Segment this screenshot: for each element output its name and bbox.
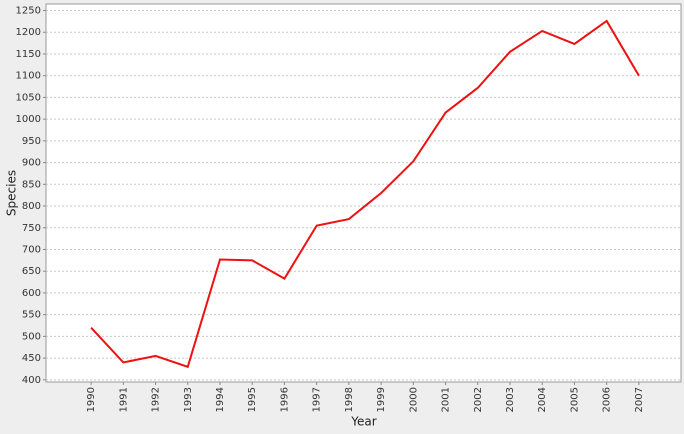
- x-tick-label: 1997: [312, 387, 323, 412]
- x-tick-label: 2000: [408, 387, 419, 412]
- y-tick-label: 600: [22, 288, 41, 299]
- y-tick-label: 1200: [16, 27, 41, 38]
- x-tick-label: 2001: [441, 387, 452, 412]
- x-tick-label: 2003: [505, 387, 516, 412]
- y-tick-label: 450: [22, 353, 41, 364]
- y-axis-title: Species: [5, 170, 19, 216]
- x-tick-label: 1998: [344, 387, 355, 412]
- x-tick-label: 2002: [473, 387, 484, 412]
- x-tick-label: 1992: [151, 387, 162, 412]
- x-tick-label: 1995: [247, 387, 258, 412]
- y-tick-label: 650: [22, 266, 41, 277]
- y-tick-label: 800: [22, 201, 41, 212]
- x-tick-label: 2004: [537, 387, 548, 412]
- y-tick-label: 1150: [16, 49, 41, 60]
- y-tick-label: 400: [22, 375, 41, 386]
- x-tick-label: 1994: [215, 387, 226, 412]
- line-series: [90, 19, 640, 369]
- x-tick-label: 1996: [279, 387, 290, 412]
- x-tick-label: 1999: [376, 387, 387, 412]
- y-tick-label: 1000: [16, 114, 41, 125]
- y-tick-label: 1050: [16, 92, 41, 103]
- x-tick-label: 1991: [118, 387, 129, 412]
- y-tick-label: 900: [22, 158, 41, 169]
- y-tick-label: 550: [22, 310, 41, 321]
- y-tick-label: 1100: [16, 71, 41, 82]
- y-tick-label: 700: [22, 244, 41, 255]
- x-tick-label: 2006: [602, 387, 613, 412]
- x-tick-label: 1990: [86, 387, 97, 412]
- y-tick-label: 850: [22, 179, 41, 190]
- plot-area: [45, 3, 682, 383]
- y-tick-label: 1250: [16, 6, 41, 17]
- y-tick-label: 950: [22, 136, 41, 147]
- x-tick-label: 2007: [634, 387, 645, 412]
- y-tick-label: 500: [22, 331, 41, 342]
- x-tick-label: 1993: [183, 387, 194, 412]
- x-tick-label: 2005: [569, 387, 580, 412]
- y-tick-label: 750: [22, 223, 41, 234]
- x-axis-title: Year: [350, 415, 376, 429]
